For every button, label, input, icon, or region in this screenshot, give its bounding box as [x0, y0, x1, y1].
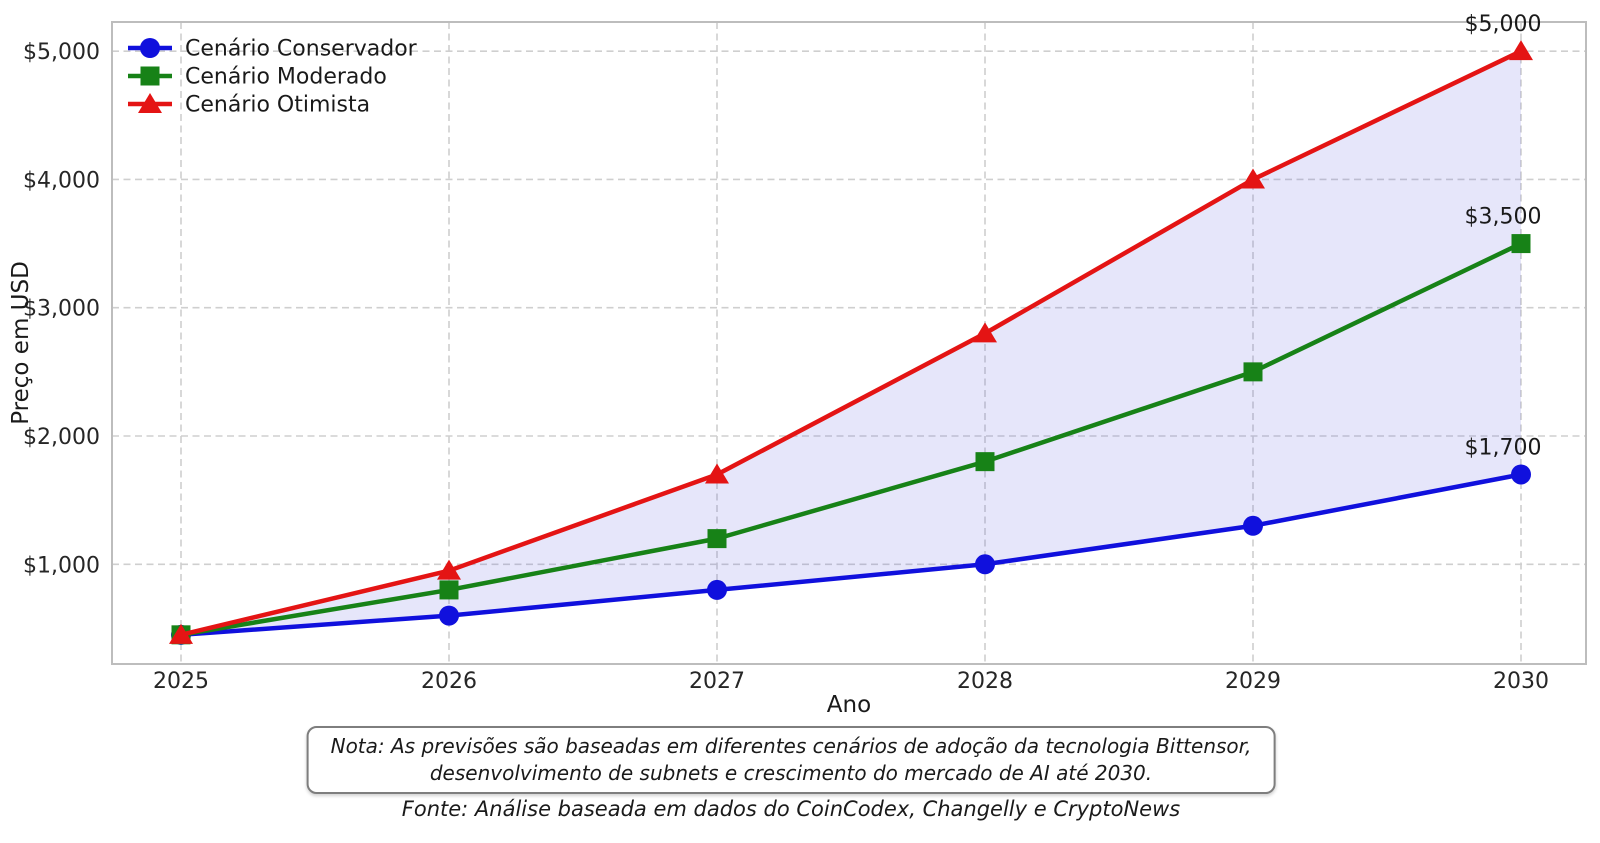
annotation-1700: $1,700 [1465, 435, 1542, 460]
legend-label-cenario-moderado: Cenário Moderado [185, 65, 387, 90]
line-cenario-moderado [178, 241, 1524, 638]
x-tick-2025: 2025 [153, 669, 209, 694]
x-tick-2026: 2026 [421, 669, 477, 694]
y-tick-2000: $2,000 [23, 425, 100, 450]
plot-border [111, 21, 1587, 665]
x-tick-2030: 2030 [1493, 669, 1549, 694]
price-forecast-chart: $5,000 $3,500 $1,700 2025 2026 2027 2028 2029 20… [8, 12, 1587, 718]
y-tick-5000: $5,000 [23, 40, 100, 65]
marker-cenario-otimista-2030 [1509, 40, 1533, 61]
line-cenario-otimista [178, 48, 1524, 638]
scenario-band [181, 51, 1521, 635]
legend-label-cenario-otimista: Cenário Otimista [185, 93, 370, 118]
marker-cenario-moderado-2026 [439, 580, 459, 600]
marker-cenario-conservador-2027 [707, 579, 727, 600]
y-tick-1000: $1,000 [23, 553, 100, 578]
legend-item-cenario-otimista: Cenário Otimista [128, 93, 370, 118]
marker-cenario-moderado-2027 [707, 529, 727, 549]
y-tick-3000: $3,000 [23, 297, 100, 322]
annotation-3500: $3,500 [1465, 205, 1542, 230]
x-tick-2028: 2028 [957, 669, 1013, 694]
marker-cenario-moderado-2029 [1243, 362, 1263, 382]
source-caption: Fonte: Análise baseada em dados do CoinC… [401, 797, 1181, 821]
note-box: Nota: As previsões são baseadas em difer… [306, 726, 1276, 794]
legend-item-cenario-conservador: Cenário Conservador [128, 37, 418, 62]
annotation-5000: $5,000 [1465, 12, 1542, 37]
marker-cenario-otimista-2026 [437, 559, 461, 580]
marker-cenario-otimista-2025 [169, 623, 193, 644]
legend-marker-cenario-moderado [140, 66, 160, 86]
marker-cenario-conservador-2029 [1243, 515, 1263, 536]
marker-cenario-moderado-2028 [975, 452, 995, 472]
marker-cenario-otimista-2029 [1241, 168, 1265, 189]
y-axis-label: Preço em USD [8, 261, 34, 425]
note-text-line1: Nota: As previsões são baseadas em difer… [330, 734, 1252, 758]
y-tick-4000: $4,000 [23, 168, 100, 193]
legend-item-cenario-moderado: Cenário Moderado [128, 65, 387, 90]
note-text-line2: desenvolvimento de subnets e crescimento… [429, 761, 1153, 785]
marker-cenario-conservador-2030 [1511, 464, 1531, 485]
marker-cenario-conservador-2028 [975, 554, 995, 575]
legend-marker-cenario-otimista [138, 93, 162, 113]
marker-cenario-conservador-2026 [439, 605, 459, 626]
x-tick-2029: 2029 [1225, 669, 1281, 694]
line-cenario-conservador [178, 472, 1524, 638]
marker-cenario-otimista-2027 [705, 463, 729, 484]
marker-cenario-moderado-2030 [1511, 234, 1531, 254]
legend-label-cenario-conservador: Cenário Conservador [185, 37, 418, 62]
legend-marker-cenario-conservador [140, 38, 160, 58]
x-tick-2027: 2027 [689, 669, 745, 694]
x-axis-label: Ano [827, 692, 871, 718]
marker-cenario-otimista-2028 [973, 322, 997, 343]
